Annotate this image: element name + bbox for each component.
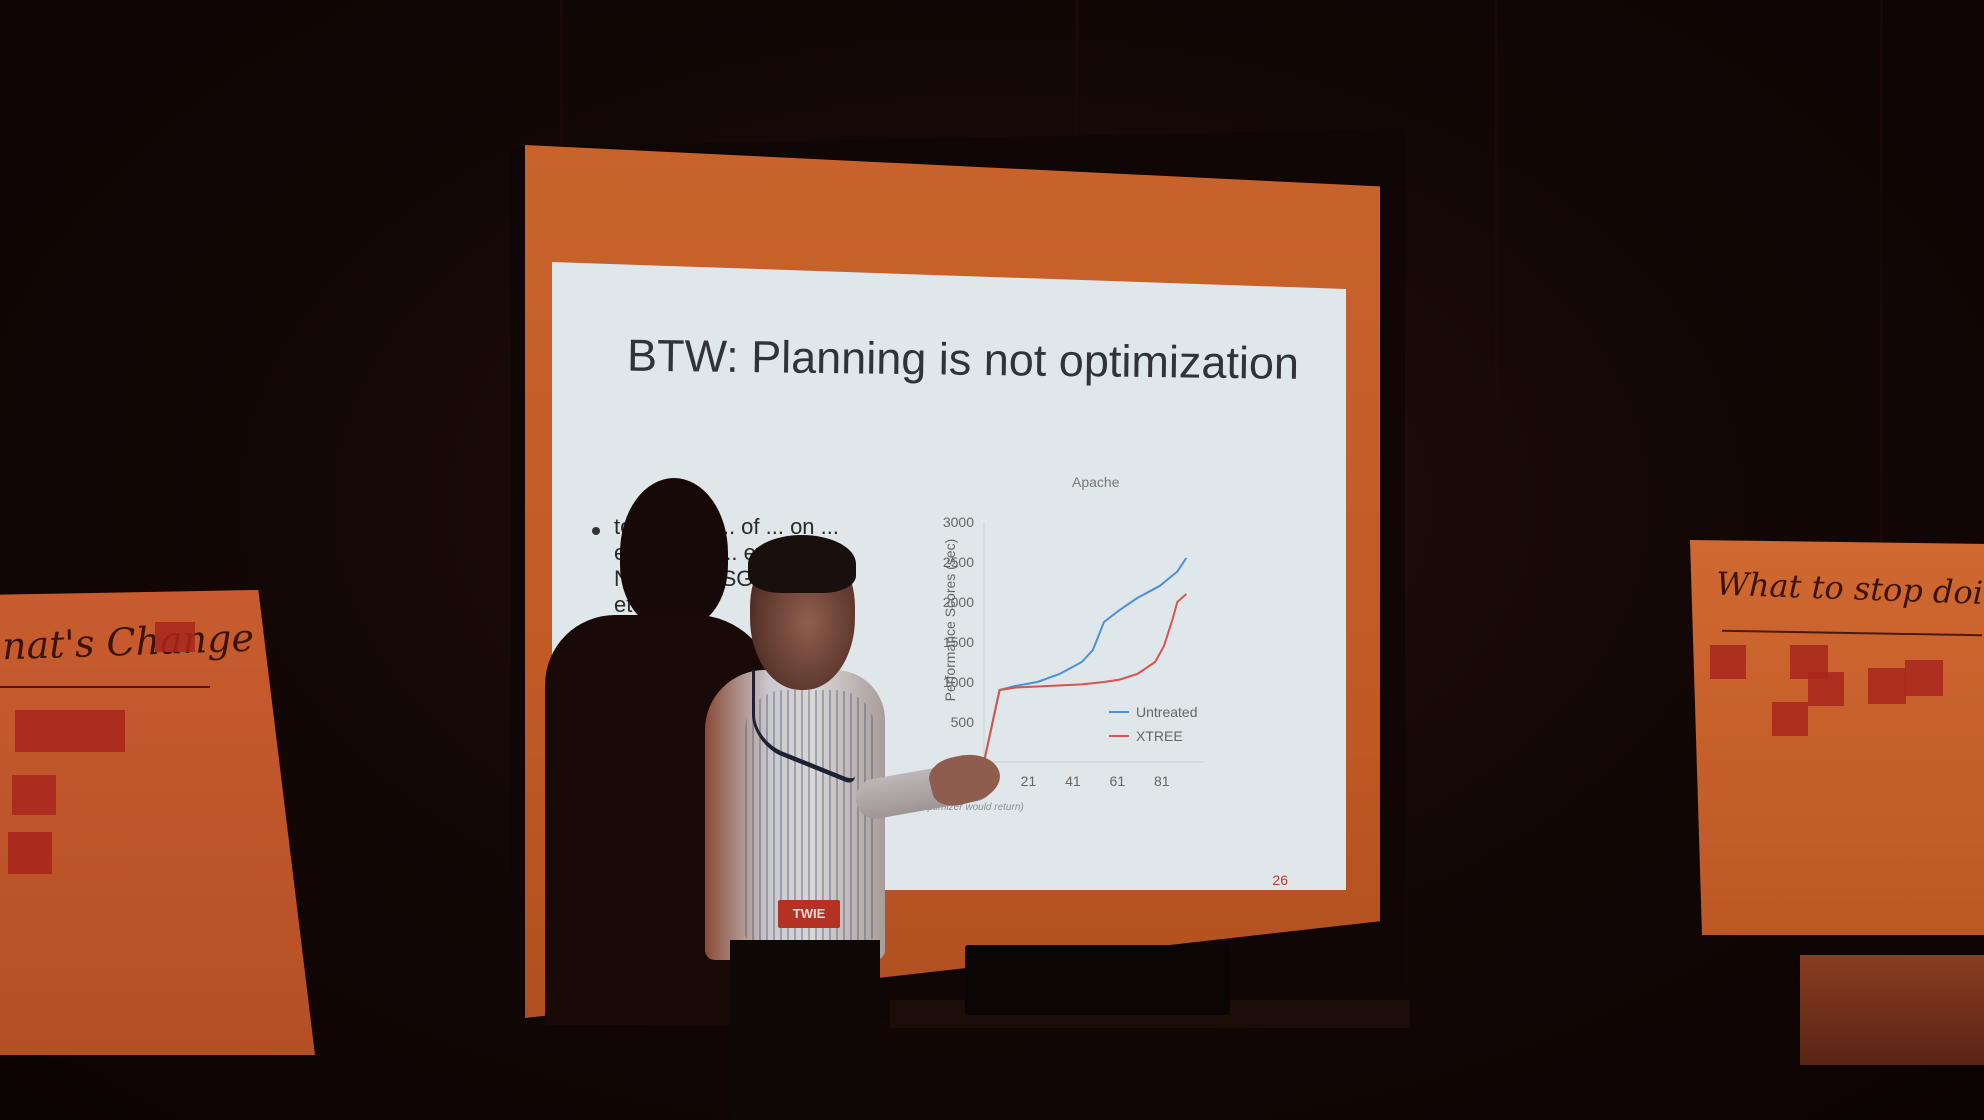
- presenter-hair: [748, 535, 856, 593]
- sticky-note: [1808, 672, 1844, 706]
- projector-box: [1800, 955, 1984, 1065]
- sticky-note: [15, 710, 125, 752]
- y-tick-label: 1500: [943, 634, 974, 650]
- chart-title: Apache: [1072, 474, 1120, 490]
- y-tick-label: 3000: [943, 514, 974, 530]
- y-tick-label: 500: [951, 714, 975, 730]
- slide-number: 26: [1272, 872, 1288, 888]
- left-flipchart-underline: [0, 686, 210, 688]
- laptop: [965, 945, 1230, 1015]
- sticky-note: [12, 775, 56, 815]
- sticky-note: [1905, 660, 1943, 696]
- y-tick-label: 2500: [943, 554, 974, 570]
- sticky-note: [1868, 668, 1906, 704]
- shirt-badge: TWIE: [778, 900, 840, 928]
- x-tick-label: 81: [1154, 773, 1170, 789]
- series-line-xtree: [983, 593, 1187, 763]
- right-flipchart: [1690, 540, 1984, 935]
- y-tick-label: 2000: [943, 594, 974, 610]
- x-tick-label: 61: [1110, 773, 1126, 789]
- sticky-note: [8, 832, 52, 874]
- slide-title: BTW: Planning is not optimization: [626, 329, 1300, 389]
- sticky-note: [155, 622, 195, 652]
- y-tick-label: 1000: [943, 674, 974, 690]
- shirt-stripes: [745, 690, 875, 940]
- presenter-pants: [730, 940, 880, 1120]
- legend-label: XTREE: [1136, 728, 1183, 744]
- sticky-note: [1772, 702, 1808, 736]
- sticky-note: [1710, 645, 1746, 679]
- x-tick-label: 21: [1021, 773, 1037, 789]
- series-line-untreated: [983, 557, 1188, 763]
- legend-label: Untreated: [1136, 704, 1197, 720]
- x-tick-label: 41: [1065, 773, 1081, 789]
- left-flipchart-heading: nat's Change: [1, 615, 255, 669]
- chart-svg: 05001000150020002500300021416181Untreate…: [943, 514, 1204, 789]
- presenter-shadow-head: [620, 478, 728, 628]
- wall-seam: [1495, 0, 1498, 560]
- wall-seam: [1880, 0, 1883, 560]
- slide-footnote: (best optimizer would return): [897, 802, 1024, 813]
- left-flipchart: [0, 590, 315, 1055]
- line-chart: Apache Performance Scores (sec) 05001000…: [912, 474, 1242, 789]
- bullet-dot: [592, 527, 600, 535]
